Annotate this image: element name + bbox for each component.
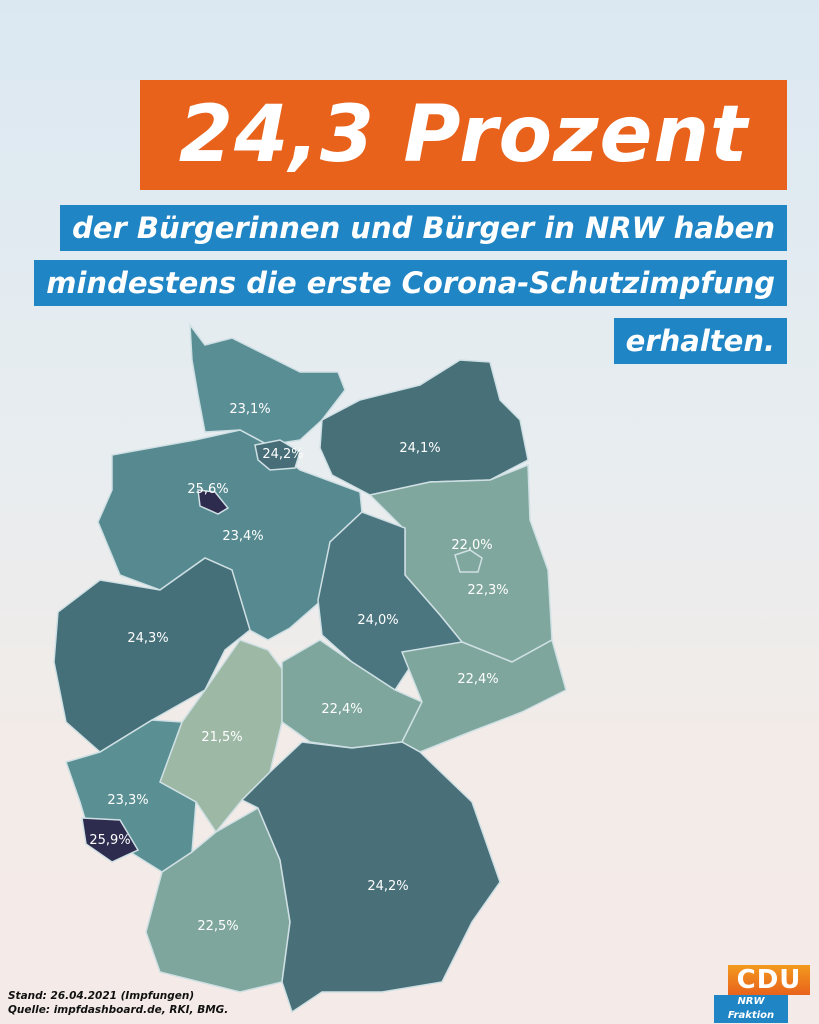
region-label-sh: 23,1% <box>229 402 270 417</box>
region-hb <box>197 489 230 515</box>
region-label-hb: 25,6% <box>187 482 228 497</box>
region-label-mv: 24,1% <box>399 441 440 456</box>
region-label-th: 22,4% <box>321 702 362 717</box>
region-label-sl: 25,9% <box>89 833 130 848</box>
region-mv <box>319 359 529 496</box>
region-label-st: 24,0% <box>357 613 398 628</box>
footer: Stand: 26.04.2021 (Impfungen) Quelle: im… <box>8 989 228 1017</box>
region-label-sn: 22,4% <box>457 672 498 687</box>
region-nw <box>53 557 251 753</box>
subtitle-line-3: erhalten. <box>613 318 787 364</box>
region-label-nw: 24,3% <box>127 631 168 646</box>
region-label-by: 24,2% <box>367 879 408 894</box>
region-hh <box>254 439 301 471</box>
region-by <box>240 741 501 1014</box>
footer-source: Quelle: impfdashboard.de, RKI, BMG. <box>8 1004 229 1016</box>
region-be <box>454 549 483 573</box>
region-label-hh: 24,2% <box>262 447 303 462</box>
region-sl <box>81 817 140 863</box>
subtitle-line-2: mindestens die erste Corona-Schutzimpfun… <box>34 260 787 306</box>
subtitle-line-1: der Bürgerinnen und Bürger in NRW haben <box>60 205 787 251</box>
region-sn <box>400 638 567 753</box>
logo-main: CDU <box>728 965 810 995</box>
region-label-bw: 22,5% <box>197 919 238 934</box>
region-label-ni: 23,4% <box>222 529 263 544</box>
region-label-bb: 22,3% <box>467 583 508 598</box>
logo-sub: NRW Fraktion <box>714 995 788 1023</box>
region-label-be: 22,0% <box>451 538 492 553</box>
footer-date: Stand: 26.04.2021 (Impfungen) <box>8 990 195 1002</box>
cdu-logo: CDU NRW Fraktion <box>714 965 810 1023</box>
headline: 24,3 Prozent <box>140 80 787 190</box>
region-label-he: 21,5% <box>201 730 242 745</box>
region-label-rp: 23,3% <box>107 793 148 808</box>
